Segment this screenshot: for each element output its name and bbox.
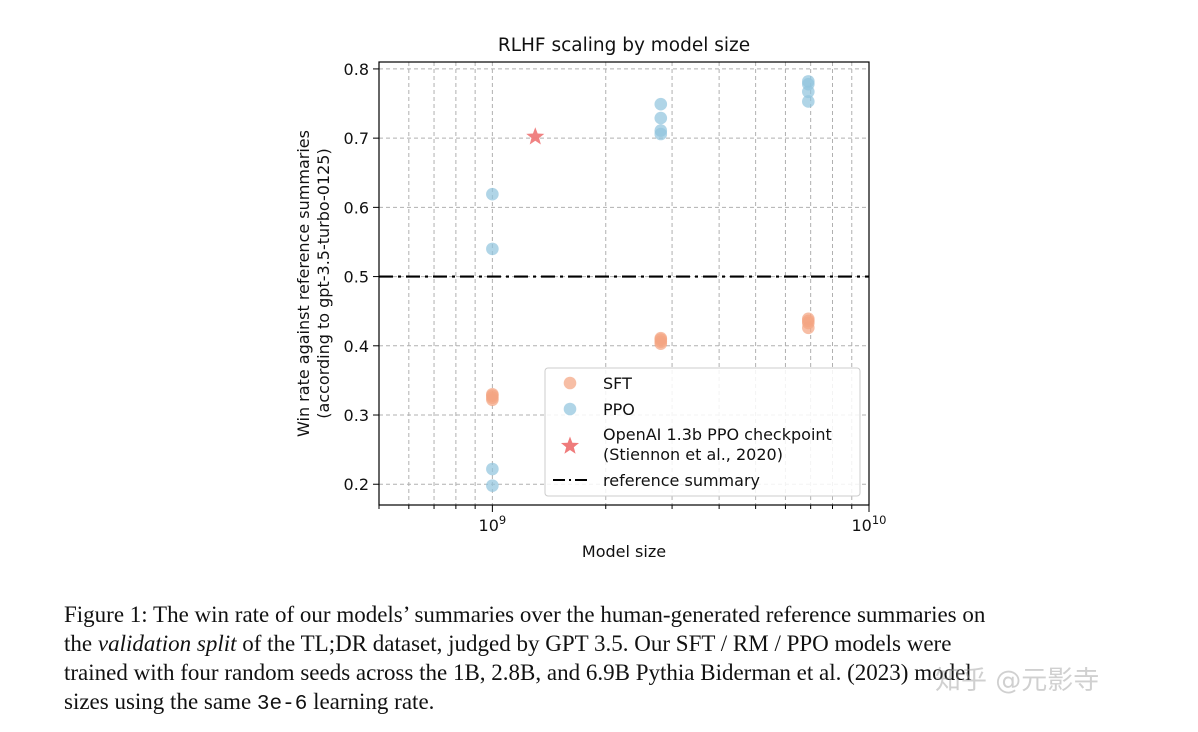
sft-point <box>654 331 668 345</box>
ppo-point <box>486 187 499 201</box>
sft-point <box>802 312 815 326</box>
x-axis-label: Model size <box>582 542 666 561</box>
legend-sft-marker <box>563 376 577 390</box>
plot-area-frame <box>378 61 870 506</box>
caption-line-3: trained with four random seeds across th… <box>64 660 972 685</box>
y-tick-label: 0.8 <box>344 60 369 79</box>
x-tick-label: 109 <box>479 513 507 535</box>
watermark: 知乎 @元影寺 <box>935 666 1100 696</box>
caption-line-2-end: of the TL;DR dataset, judged by GPT 3.5.… <box>236 631 952 656</box>
legend-ppo-label: PPO <box>603 400 635 419</box>
data-points <box>486 75 815 492</box>
legend-reference-label: reference summary <box>603 471 760 490</box>
caption-line-1: Figure 1: The win rate of our models’ su… <box>64 602 986 627</box>
y-axis-ticks: 0.2 0.3 0.4 0.5 0.6 0.7 0.8 <box>344 60 379 494</box>
x-axis-ticks: 109 1010 <box>378 505 887 535</box>
y-axis-label: Win rate against reference summaries (ac… <box>294 130 333 437</box>
y-tick-label: 0.4 <box>344 337 369 356</box>
y-axis-label-line-1: Win rate against reference summaries <box>294 130 313 437</box>
y-tick-label: 0.5 <box>344 268 369 287</box>
openai-checkpoint-star <box>526 127 545 145</box>
legend-box <box>544 367 861 497</box>
caption-line-4-end: learning rate. <box>307 689 435 714</box>
figure-caption: Figure 1: The win rate of our models’ su… <box>64 600 1144 719</box>
legend-openai-label-line-2: (Stiennon et al., 2020) <box>603 445 783 464</box>
caption-learning-rate-code: 3e-6 <box>256 693 308 716</box>
caption-line-4: sizes using the same 3e-6 learning rate. <box>64 687 1144 719</box>
sft-point <box>486 387 499 401</box>
ppo-point <box>802 75 815 88</box>
caption-emphasis-validation-split: validation split <box>97 631 237 656</box>
y-tick-label: 0.3 <box>344 406 369 425</box>
legend: SFT PPO OpenAI 1.3b PPO checkpoint (Stie… <box>544 367 861 497</box>
ppo-point <box>654 97 668 111</box>
x-tick-label: 1010 <box>852 513 887 535</box>
chart: 0.2 0.3 0.4 0.5 0.6 0.7 0.8 109 1010 RLHF scali… <box>294 35 887 561</box>
chart-title: RLHF scaling by model size <box>498 35 750 56</box>
ppo-point <box>486 479 499 492</box>
y-tick-label: 0.7 <box>344 129 369 148</box>
ppo-point <box>802 95 815 108</box>
caption-line-2-start: the <box>64 631 98 656</box>
caption-line-4-start: sizes using the same <box>64 689 257 714</box>
y-axis-label-line-2: (according to gpt-3.5-turbo-0125) <box>314 148 333 418</box>
legend-openai-star-marker <box>560 436 580 454</box>
caption-line-2: the validation split of the TL;DR datase… <box>64 629 1144 658</box>
legend-ppo-marker <box>563 402 577 416</box>
ppo-point <box>486 242 499 256</box>
ppo-point <box>486 462 499 476</box>
y-tick-label: 0.6 <box>344 198 369 217</box>
y-tick-label: 0.2 <box>344 475 369 494</box>
ppo-point <box>654 111 668 125</box>
ppo-point <box>654 124 668 137</box>
legend-sft-label: SFT <box>603 374 632 393</box>
legend-openai-label-line-1: OpenAI 1.3b PPO checkpoint <box>603 425 832 444</box>
